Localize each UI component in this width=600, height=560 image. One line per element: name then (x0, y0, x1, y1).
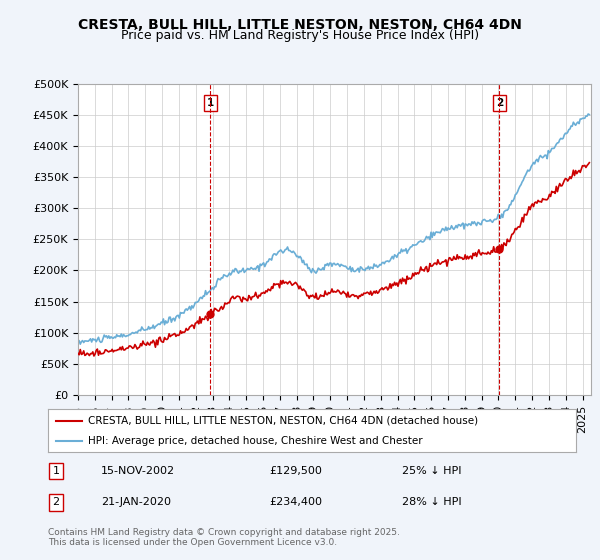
Text: 2: 2 (52, 497, 59, 507)
Text: 1: 1 (52, 466, 59, 476)
Text: 1: 1 (207, 97, 214, 108)
Text: £129,500: £129,500 (270, 466, 323, 476)
Text: 15-NOV-2002: 15-NOV-2002 (101, 466, 175, 476)
Text: Price paid vs. HM Land Registry's House Price Index (HPI): Price paid vs. HM Land Registry's House … (121, 29, 479, 42)
Text: 2: 2 (496, 97, 503, 108)
Text: CRESTA, BULL HILL, LITTLE NESTON, NESTON, CH64 4DN (detached house): CRESTA, BULL HILL, LITTLE NESTON, NESTON… (88, 416, 478, 426)
Text: Contains HM Land Registry data © Crown copyright and database right 2025.
This d: Contains HM Land Registry data © Crown c… (48, 528, 400, 547)
Text: HPI: Average price, detached house, Cheshire West and Chester: HPI: Average price, detached house, Ches… (88, 436, 422, 446)
Text: 28% ↓ HPI: 28% ↓ HPI (402, 497, 461, 507)
Text: 21-JAN-2020: 21-JAN-2020 (101, 497, 171, 507)
Text: 25% ↓ HPI: 25% ↓ HPI (402, 466, 461, 476)
Text: £234,400: £234,400 (270, 497, 323, 507)
Text: CRESTA, BULL HILL, LITTLE NESTON, NESTON, CH64 4DN: CRESTA, BULL HILL, LITTLE NESTON, NESTON… (78, 18, 522, 32)
